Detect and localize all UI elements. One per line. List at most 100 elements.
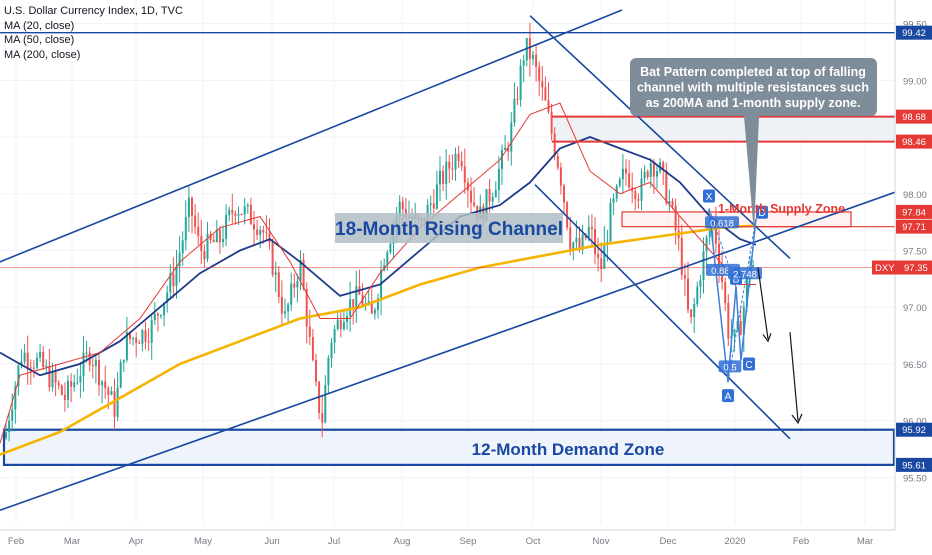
supply-zone-label: 1-Month Supply Zone: [718, 202, 845, 216]
candle-body: [752, 265, 755, 268]
candle-body: [209, 233, 212, 241]
candle-body: [386, 252, 389, 265]
candle-body: [522, 60, 525, 66]
candle-body: [339, 319, 342, 330]
candle-body: [29, 367, 32, 369]
ratio-label: 0.885: [711, 266, 735, 277]
bat-pattern-ratio-line: [727, 218, 757, 383]
candle-body: [532, 54, 534, 59]
candle-body: [603, 243, 606, 269]
candle-body: [156, 313, 159, 316]
candle-body: [553, 133, 556, 156]
candle-body: [442, 170, 445, 184]
candle-body: [228, 210, 231, 216]
candle-body: [510, 122, 513, 152]
candle-body: [463, 166, 466, 183]
candle-body: [367, 301, 370, 304]
x-tick-label: Dec: [660, 536, 677, 547]
candle-body: [628, 173, 631, 188]
candle-body: [262, 229, 265, 233]
candle-body: [652, 163, 655, 177]
candle-body: [324, 385, 327, 423]
candle-body: [519, 65, 522, 100]
candle-body: [305, 289, 308, 327]
candle-body: [79, 375, 82, 383]
candle-body: [346, 315, 348, 323]
ma50-legend: MA (50, close): [4, 34, 75, 46]
candle-body: [39, 351, 42, 358]
demand-zone-box: [2, 428, 896, 466]
candle-body: [600, 258, 603, 269]
candle-body: [528, 37, 531, 59]
candle-body: [67, 381, 69, 401]
chart-legend: U.S. Dollar Currency Index, 1D, TVC MA (…: [4, 4, 183, 62]
candle-body: [398, 201, 401, 217]
y-tick-label: 96.50: [903, 360, 927, 371]
rising-channel-upper: [0, 9, 623, 263]
candle-body: [11, 409, 14, 421]
candle-body: [594, 229, 596, 255]
candle-body: [668, 201, 671, 204]
candle-body: [643, 171, 646, 179]
candle-body: [203, 251, 206, 260]
price-label-box: [896, 134, 932, 149]
resistance-zone-box: [552, 116, 895, 142]
candle-body: [23, 352, 26, 362]
candle-body: [705, 237, 708, 252]
candle-body: [742, 306, 745, 335]
pattern-point-c-label: C: [745, 360, 752, 371]
candle-body: [299, 259, 302, 282]
candle-body: [479, 206, 482, 220]
price-label-box: [896, 25, 932, 40]
candle-body: [566, 202, 569, 228]
candle-body: [17, 365, 20, 387]
candle-body: [491, 197, 494, 202]
candle-body: [212, 240, 215, 243]
candle-body: [20, 361, 23, 366]
ratio-label: 2.748: [733, 269, 757, 280]
candle-body: [435, 184, 438, 209]
y-tick-label: 98.00: [903, 190, 927, 201]
symbol-title: U.S. Dollar Currency Index, 1D, TVC: [4, 5, 183, 17]
candle-body: [333, 329, 336, 343]
candle-body: [445, 161, 448, 184]
candle-body: [451, 168, 454, 170]
candle-body: [563, 185, 565, 203]
candle-body: [634, 191, 637, 200]
candle-body: [36, 357, 38, 368]
ratio-label: 0.618: [710, 218, 734, 229]
candle-body: [597, 254, 600, 259]
x-tick-label: Nov: [593, 536, 610, 547]
candle-body: [178, 253, 181, 267]
candle-body: [163, 302, 166, 316]
current-price-value: 97.35: [904, 263, 928, 274]
candle-body: [656, 171, 658, 177]
candle-body: [153, 313, 156, 321]
candle-body: [680, 238, 683, 275]
candle-body: [101, 381, 104, 386]
demand-zone-label: 12-Month Demand Zone: [472, 440, 665, 459]
candle-body: [687, 278, 689, 310]
candle-body: [640, 178, 643, 201]
price-label-box: [896, 204, 932, 219]
candle-body: [8, 420, 11, 433]
projection-arrowhead: [791, 413, 803, 425]
x-tick-label: Mar: [857, 536, 873, 547]
candle-body: [206, 233, 209, 260]
candle-body: [708, 227, 711, 238]
candle-body: [5, 432, 7, 438]
pattern-point-c-badge: [743, 357, 755, 371]
candle-body: [293, 283, 296, 288]
candle-body: [119, 362, 122, 388]
x-tick-label: Jul: [328, 536, 340, 547]
candle-body: [615, 185, 618, 199]
candle-body: [401, 201, 404, 210]
candle-body: [454, 153, 457, 170]
candle-body: [277, 272, 280, 298]
candle-body: [612, 198, 615, 203]
bat-pattern-leg: [735, 286, 742, 361]
price-label-text: 98.46: [902, 137, 926, 148]
candle-body: [621, 168, 624, 180]
